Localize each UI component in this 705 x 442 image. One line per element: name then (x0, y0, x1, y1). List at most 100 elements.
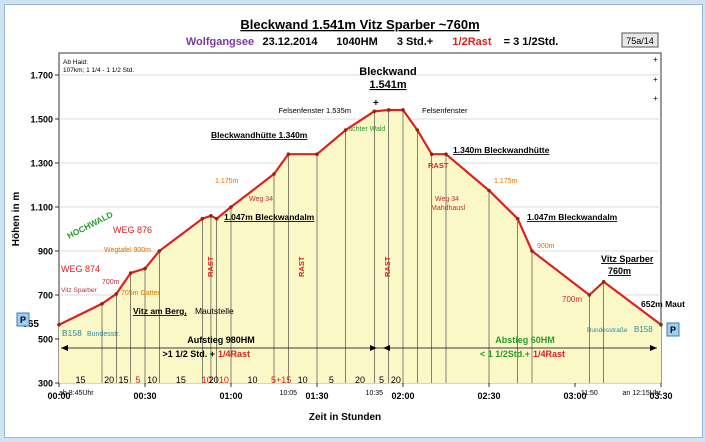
elevation-area (59, 110, 661, 383)
elevation-profile-chart: Bleckwand 1.541m Vitz Sparber ~760m Wolf… (11, 17, 685, 423)
peak-cross: + (373, 98, 379, 109)
peak-elevation: 1.541m (369, 79, 407, 91)
label-760m: 760m (608, 266, 631, 276)
route-point (515, 216, 520, 221)
time-marks: ab 8:45Uhr 10:05 10:35 11:50 an 12:15Uhr (59, 390, 662, 397)
x-axis-ticks: 00:00 00:30 01:00 01:30 02:00 02:30 03:00 03:30 (47, 383, 673, 401)
label-b158-left: B158 (62, 328, 82, 338)
route-point (157, 249, 162, 253)
time-mark-label: 11:50 (581, 390, 598, 397)
x-tick-label: 02:00 (391, 391, 414, 401)
label-705m-gatter: 705m Gatter (121, 290, 161, 297)
x-tick-label: 00:30 (133, 391, 156, 401)
y-tick-label: 1.500 (30, 115, 53, 125)
label-bundesstr: Bundesstr. (87, 331, 120, 338)
label-felsenfenster: Felsenfenster (422, 106, 468, 115)
parking-right: P (666, 322, 680, 337)
time-mark-label: 10:05 (280, 390, 298, 397)
time-mark-label: 10:35 (366, 390, 384, 397)
route-point (229, 205, 233, 209)
label-1175-right: 1.175m (494, 178, 518, 185)
segment-duration-label: 5 (379, 375, 384, 385)
y-tick-label: 700 (38, 291, 53, 301)
label-b158-right: B158 (634, 325, 653, 334)
summary-arrows (61, 345, 657, 351)
header-hm: 1040HM (336, 36, 378, 48)
rast-label-4: RAST (428, 161, 449, 170)
label-bleckwandalm-left: 1.047m Bleckwandalm (224, 212, 315, 222)
segment-duration-label: 10 (298, 375, 308, 385)
y-tick-label: 1.700 (30, 71, 53, 81)
route-point (214, 216, 219, 221)
segment-duration-label: 20 (104, 375, 114, 385)
route-point (601, 280, 606, 284)
label-weg34-left: Weg 34 (249, 196, 273, 203)
label-bleckwandhuette-left: Bleckwandhütte 1.340m (211, 130, 308, 140)
segment-duration-label: 5+15 (271, 375, 291, 385)
label-lichter-wald: lichter Wald (349, 126, 385, 133)
parking-left-label: P (20, 315, 26, 325)
time-mark-label: an 12:15Uhr (622, 390, 661, 397)
label-900m-right: 900m (537, 243, 555, 250)
tour-id-badge: 75a/14 (621, 32, 659, 48)
route-point (315, 152, 319, 156)
header-time-rest: 1/2Rast (452, 36, 491, 48)
route-point (415, 128, 420, 132)
x-tick-label: 02:30 (477, 391, 500, 401)
segment-duration-label: 20 (355, 375, 365, 385)
route-point (401, 108, 405, 112)
segment-duration-label: 20 (209, 375, 219, 385)
ascent-rest: 1/4Rast (218, 349, 250, 359)
x-axis-label: Zeit in Stunden (309, 412, 381, 423)
rast-label-3: RAST (383, 256, 392, 277)
route-point (343, 128, 348, 132)
info-note-line1: Ab Haid: (63, 59, 88, 66)
tour-id: 75a/14 (626, 36, 654, 46)
route-point (128, 271, 133, 275)
label-bleckwandalm-right: 1.047m Bleckwandalm (527, 212, 618, 222)
label-mautstelle: Mautstelle (195, 306, 234, 316)
label-1175-left: 1.175m (215, 178, 239, 185)
route-point (143, 266, 147, 271)
ascent-time: >1 1/2 Std. + (162, 349, 215, 359)
parking-right-label: P (670, 325, 676, 335)
y-tick-label: 1.100 (30, 203, 53, 213)
route-point (100, 302, 104, 306)
y-axis-label: Höhen in m (11, 192, 22, 247)
label-bleckwandhuette-right: 1.340m Bleckwandhütte (453, 145, 550, 155)
header-region: Wolfgangsee (186, 36, 254, 48)
route-point (200, 216, 205, 221)
segment-duration-label: 10 (202, 375, 212, 385)
route-point (286, 152, 291, 156)
time-mark-label: ab 8:45Uhr (59, 390, 94, 397)
x-tick-label: 00:00 (47, 391, 70, 401)
x-tick-label: 01:00 (219, 391, 242, 401)
parking-left: P (16, 312, 30, 327)
segment-duration-label: 15 (75, 375, 85, 385)
header-time-a: 3 Std.+ (397, 36, 433, 48)
corner-mark-2: + (653, 75, 658, 84)
route-point (444, 152, 448, 156)
x-tick-label: 01:30 (305, 391, 328, 401)
plot-area (57, 52, 663, 384)
label-weg876: WEG 876 (113, 225, 152, 235)
label-700m-left: 700m (102, 279, 120, 286)
rast-label-2: RAST (297, 256, 306, 277)
segment-duration-label: 15 (118, 375, 128, 385)
route-point (659, 322, 663, 327)
chart-frame: Bleckwand 1.541m Vitz Sparber ~760m Wolf… (4, 4, 703, 438)
descent-rest: 1/4Rast (533, 349, 565, 359)
label-weg874: WEG 874 (61, 264, 100, 274)
segment-duration-label: 20 (391, 375, 401, 385)
label-weg34-right: Weg 34 (435, 196, 459, 203)
descent-title: Abstieg 60HM (495, 335, 555, 345)
ascent-title: Aufstieg 980HM (187, 335, 255, 345)
label-vitz-am-berg: Vitz am Berg, (133, 306, 187, 316)
label-wegtafel: Wegtafel 900m (104, 247, 151, 254)
route-points (57, 108, 663, 327)
corner-mark-3: + (653, 94, 658, 103)
segment-duration-label: 10 (219, 375, 229, 385)
label-652m-maut: 652m Maut (641, 299, 685, 309)
route-point (209, 214, 213, 218)
